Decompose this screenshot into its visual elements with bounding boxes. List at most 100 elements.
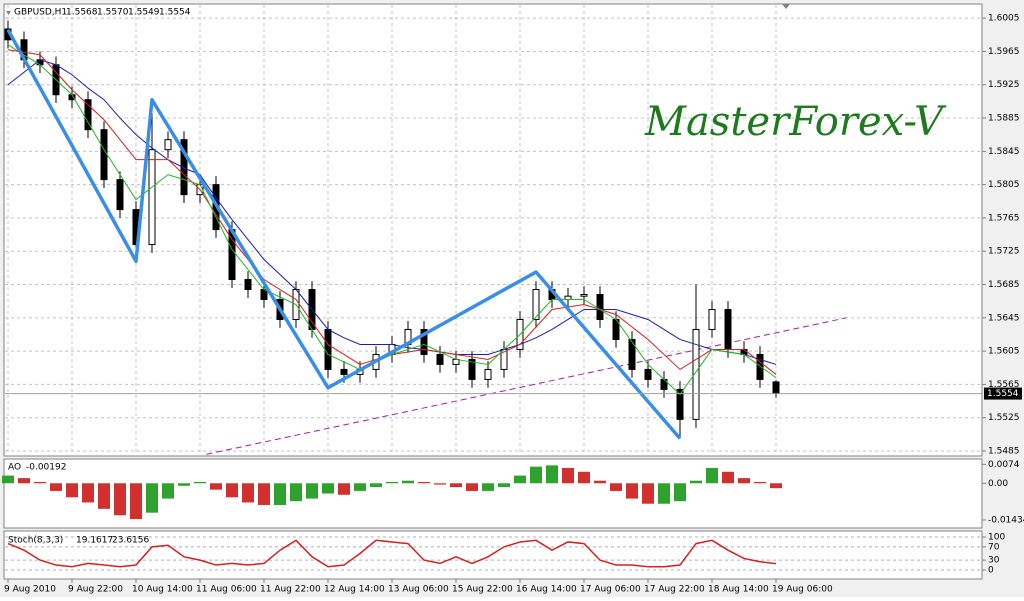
ao-bar (674, 483, 686, 502)
x-tick-label: 17 Aug 22:00 (644, 585, 705, 595)
candle-body (724, 308, 732, 350)
ao-bar (194, 481, 206, 484)
ao-bar (34, 481, 46, 484)
ao-bar (594, 480, 606, 484)
trendline (206, 317, 847, 455)
ao-bar (210, 483, 222, 490)
y-tick-label: -0.01434 (988, 515, 1024, 525)
symbol-icon (6, 11, 11, 15)
y-tick-label: 1.5845 (988, 147, 1020, 157)
ao-bar (274, 483, 286, 505)
moving-average (7, 44, 777, 396)
x-tick-label: 12 Aug 14:00 (324, 585, 385, 595)
x-tick-label: 11 Aug 06:00 (196, 585, 257, 595)
ao-bar (498, 483, 510, 488)
ao-bar (578, 471, 590, 484)
candle-body (596, 294, 604, 320)
x-tick-label: 15 Aug 22:00 (452, 585, 513, 595)
y-tick-label: 100 (988, 533, 1005, 543)
ao-bar (386, 481, 398, 484)
ao-bar (610, 483, 622, 491)
ao-bar (82, 483, 94, 503)
ao-bar (178, 483, 190, 486)
y-tick-label: 1.5605 (988, 347, 1020, 357)
ao-bar (258, 483, 270, 505)
ohlc-label: 1.5554 (159, 8, 191, 18)
ao-bar (370, 483, 382, 488)
shift-marker (782, 4, 790, 9)
y-tick-label: 1.5965 (988, 47, 1020, 57)
y-tick-label: 1.5485 (988, 447, 1020, 457)
x-tick-label: 18 Aug 14:00 (708, 585, 769, 595)
candle-body (676, 388, 684, 420)
ao-bar (626, 483, 638, 499)
y-tick-label: 1.5925 (988, 80, 1020, 90)
ao-bar (514, 475, 526, 484)
candle-body (324, 328, 332, 370)
ao-bar (50, 483, 62, 491)
symbol: GBPUSD,H1 (14, 8, 67, 18)
candle-body (116, 179, 124, 211)
ao-bar (434, 483, 446, 485)
ao-bar (290, 483, 302, 502)
zigzag (6, 28, 682, 440)
ao-value: -0.00192 (26, 463, 66, 473)
stoch-main-value: 19.1617 (76, 536, 113, 546)
plot-layer: 9 Aug 2010 9 Aug 22:00 10 Aug 14:00 11 Aug … (2, 5, 1024, 595)
ao-bar (338, 483, 350, 495)
y-tick-label: 1.5525 (988, 413, 1020, 423)
x-tick-label: 17 Aug 06:00 (580, 585, 641, 595)
x-tick-label: 13 Aug 06:00 (388, 585, 449, 595)
y-tick-label: 1.5685 (988, 280, 1020, 290)
candle-body (708, 308, 716, 330)
candle-body (164, 139, 172, 151)
x-tick-label: 9 Aug 2010 (4, 585, 56, 595)
ao-bar (722, 471, 734, 484)
ohlc-label: 1.5568 (66, 8, 98, 18)
ao-bar (114, 483, 126, 516)
ao-bar (706, 467, 718, 484)
y-tick-label: 30 (988, 556, 1000, 566)
candle-body (628, 338, 636, 370)
y-tick-label: 1.5645 (988, 313, 1020, 323)
y-tick-label: 1.5885 (988, 114, 1020, 124)
y-tick-label: 0.00 (988, 479, 1008, 489)
ao-bar (450, 483, 462, 488)
y-tick-label: 1.5565 (988, 380, 1020, 390)
stoch-title: Stoch(8,3,3) (8, 536, 63, 546)
ao-bar (546, 465, 558, 484)
stoch-panel (3, 530, 983, 580)
ao-title: AO (8, 463, 21, 473)
ao-bar (402, 480, 414, 484)
ohlc-label: 1.5549 (128, 8, 160, 18)
candle-body (436, 353, 444, 365)
x-tick-label: 9 Aug 22:00 (68, 585, 123, 595)
candle-body (772, 381, 780, 395)
ao-bar (482, 483, 494, 491)
y-tick-label: 1.5805 (988, 180, 1020, 190)
y-tick-label: 1.5765 (988, 213, 1020, 223)
ao-bar (466, 483, 478, 491)
candle-body (420, 328, 428, 355)
candle-body (756, 353, 764, 380)
candle-body (84, 99, 92, 131)
ao-bar (146, 483, 158, 513)
price-label-box (984, 387, 1022, 400)
ao-bar (754, 481, 766, 484)
ao-bar (770, 483, 782, 489)
stoch-signal-value: 23.6156 (112, 536, 149, 546)
x-tick-label: 16 Aug 14:00 (516, 585, 577, 595)
ao-bar (690, 480, 702, 484)
ao-bar (418, 481, 430, 484)
ao-bar (226, 483, 238, 498)
ao-bar (322, 483, 334, 494)
main-panel (3, 3, 983, 457)
candle-body (484, 368, 492, 380)
ao-bar (658, 483, 670, 504)
ao-bar (162, 483, 174, 499)
ao-bar (66, 483, 78, 498)
ao-bar (530, 466, 542, 484)
ao-bar (242, 483, 254, 503)
ao-bar (306, 483, 318, 499)
